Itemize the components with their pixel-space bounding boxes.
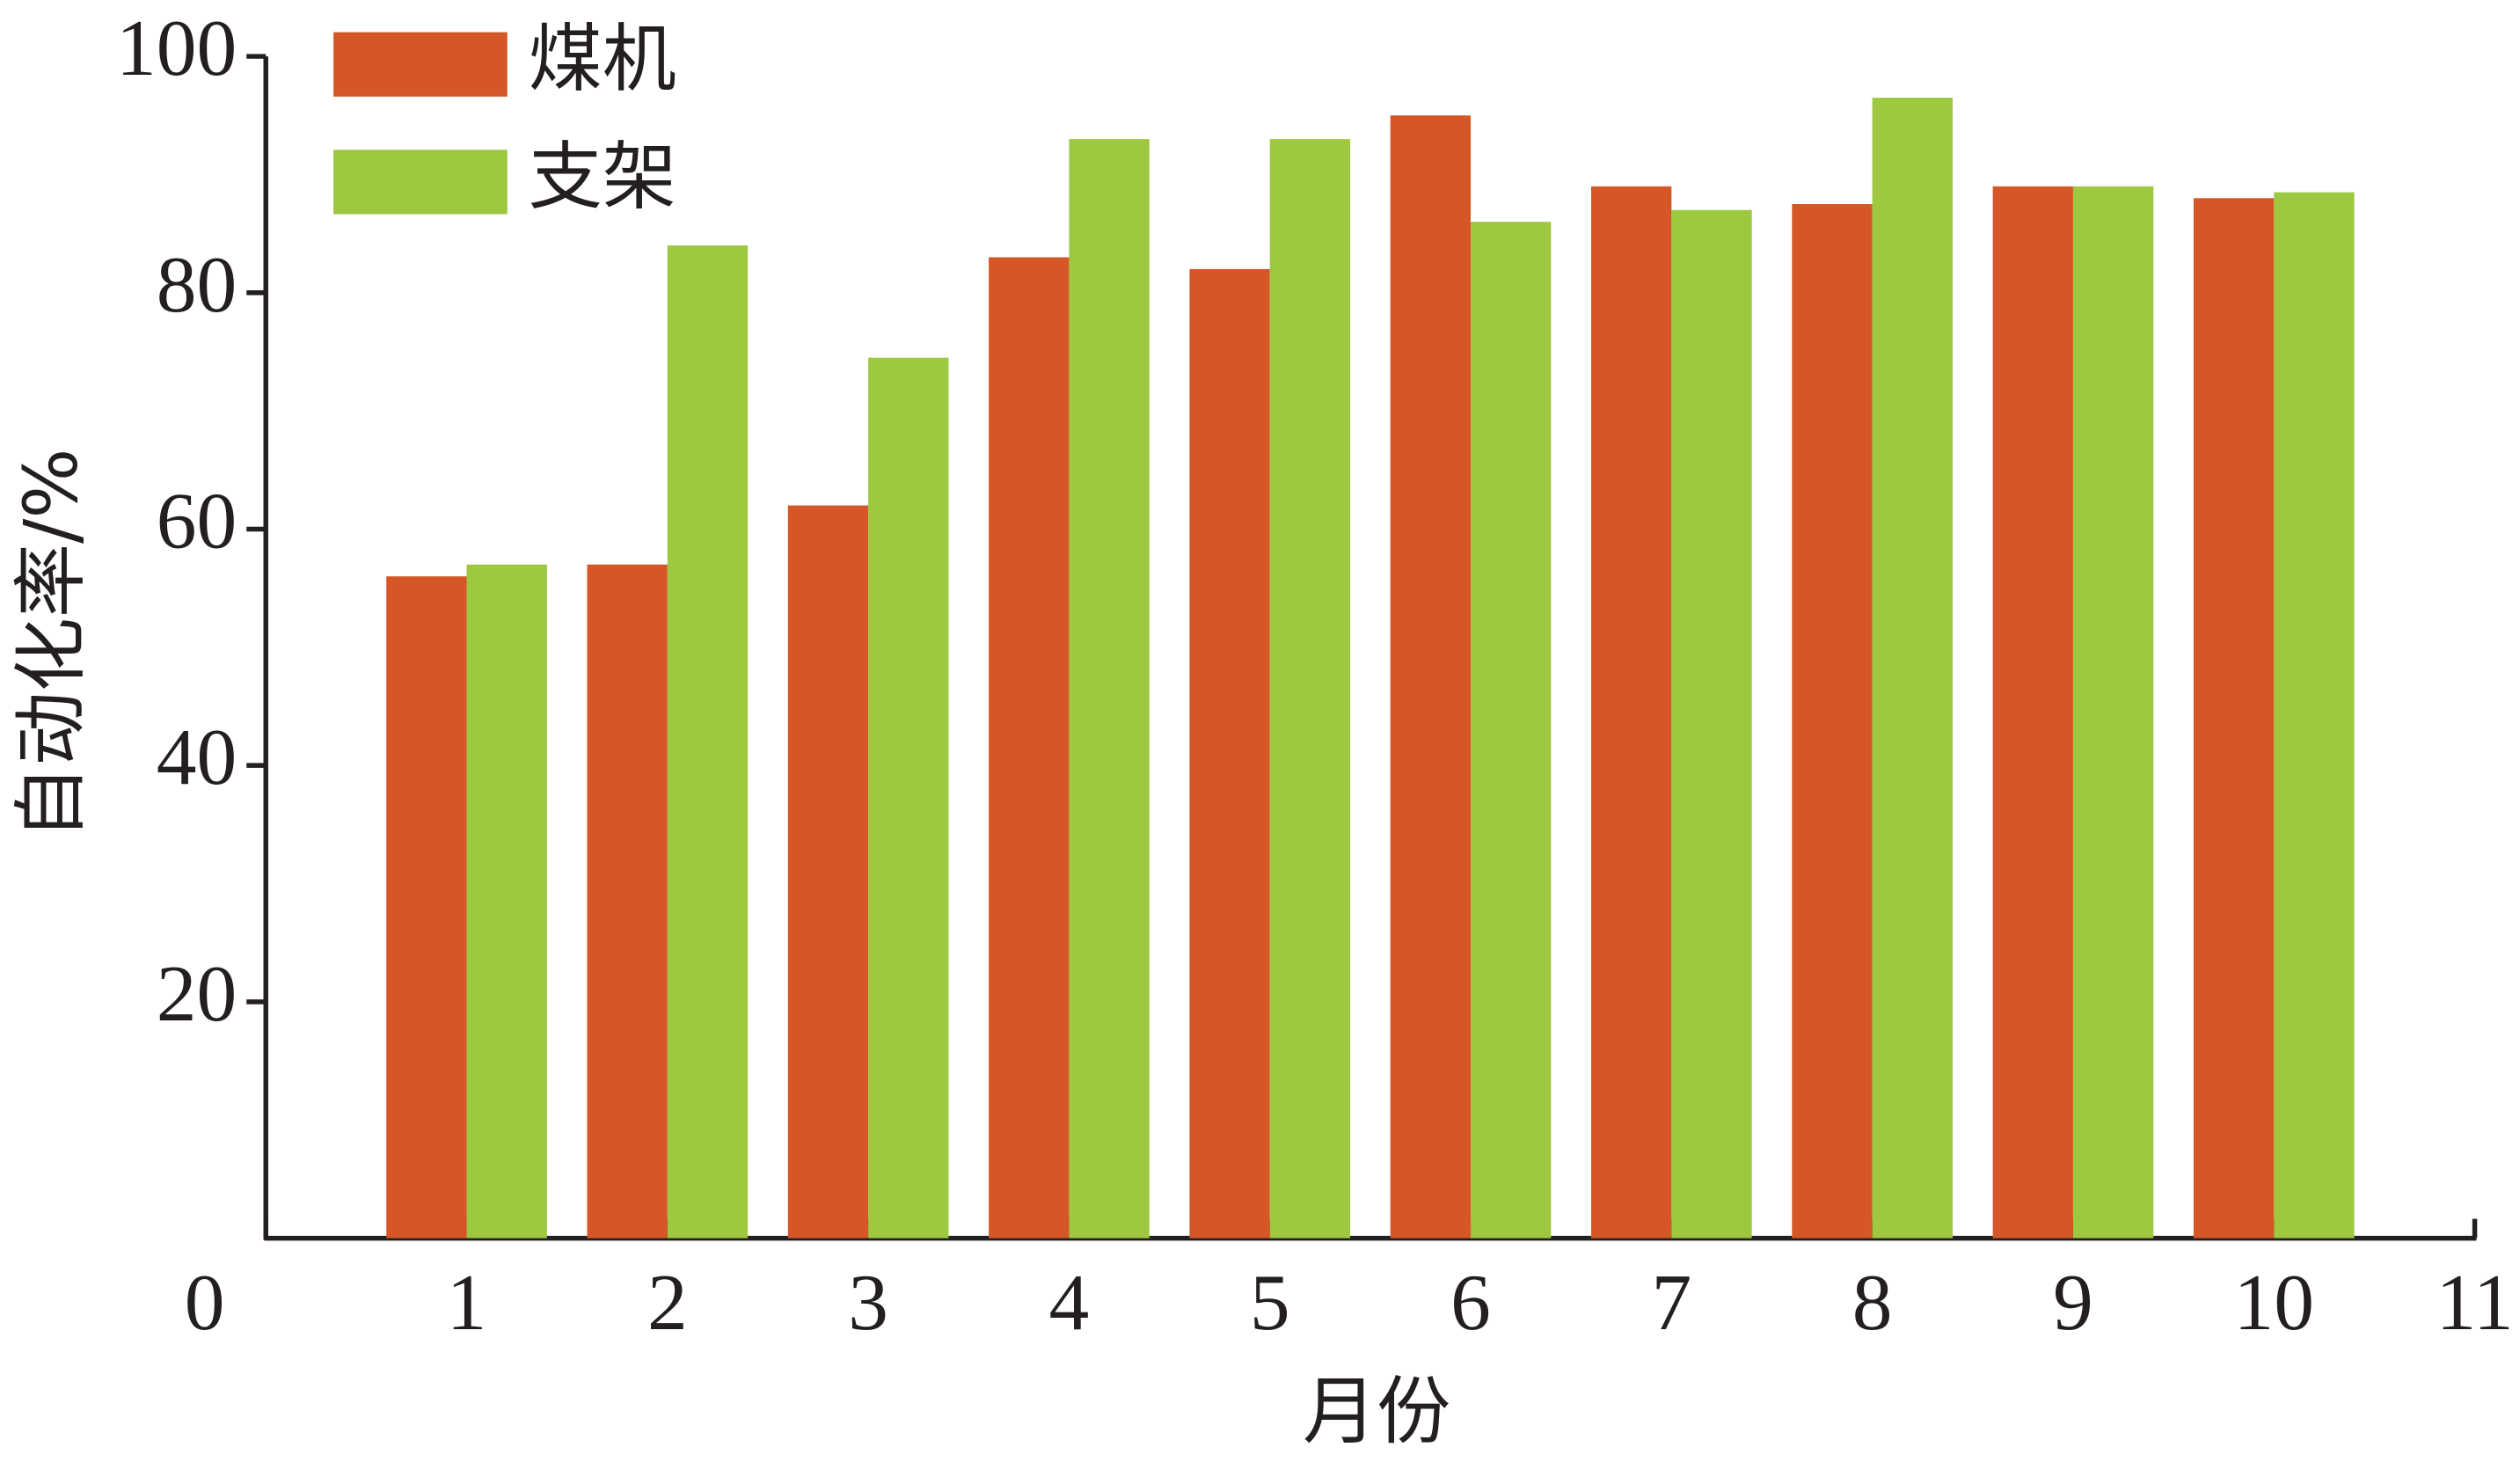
bar (1792, 204, 1873, 1239)
legend-swatch (333, 32, 508, 97)
bar (1189, 268, 1270, 1239)
x-tick-label: 10 (2233, 1257, 2314, 1347)
x-tick-label: 11 (2436, 1257, 2513, 1347)
legend-swatch (333, 150, 508, 215)
bar (2072, 186, 2154, 1239)
bar (787, 505, 869, 1239)
x-tick-label: 3 (848, 1257, 888, 1347)
bar (1992, 186, 2073, 1239)
x-tick-label: 2 (647, 1257, 688, 1347)
x-tick-label: 9 (2053, 1257, 2093, 1347)
bar (1591, 186, 1672, 1239)
bar (2274, 192, 2355, 1239)
bar (386, 576, 467, 1239)
y-tick-label: 40 (157, 712, 237, 801)
bar (1872, 98, 1953, 1239)
bar (989, 257, 1070, 1239)
x-tick-label: 7 (1651, 1257, 1691, 1347)
bar (466, 564, 547, 1239)
bar (1069, 139, 1150, 1239)
y-tick-label: 100 (116, 3, 237, 92)
bar (1671, 209, 1752, 1239)
bar (667, 245, 749, 1239)
y-axis-label: 自动化率/% (8, 449, 94, 840)
y-tick-label: 20 (157, 948, 237, 1038)
bar (868, 357, 949, 1239)
y-tick-label: 60 (157, 475, 237, 565)
bar (1390, 115, 1472, 1239)
x-tick-label: 1 (447, 1257, 487, 1347)
legend-label: 支架 (529, 134, 676, 220)
x-axis-label: 月份 (1303, 1369, 1450, 1455)
y-tick-label: 80 (157, 239, 237, 329)
bar (2193, 198, 2275, 1239)
bar (587, 564, 668, 1239)
x-tick-label: 4 (1049, 1257, 1090, 1347)
x-tick-label: 8 (1852, 1257, 1893, 1347)
x-tick-label: 6 (1450, 1257, 1491, 1347)
x-tick-label: 5 (1250, 1257, 1290, 1347)
bar (1471, 222, 1552, 1239)
x-tick-label: 0 (185, 1257, 225, 1347)
legend-label: 煤机 (529, 16, 676, 102)
bar (1269, 139, 1351, 1239)
